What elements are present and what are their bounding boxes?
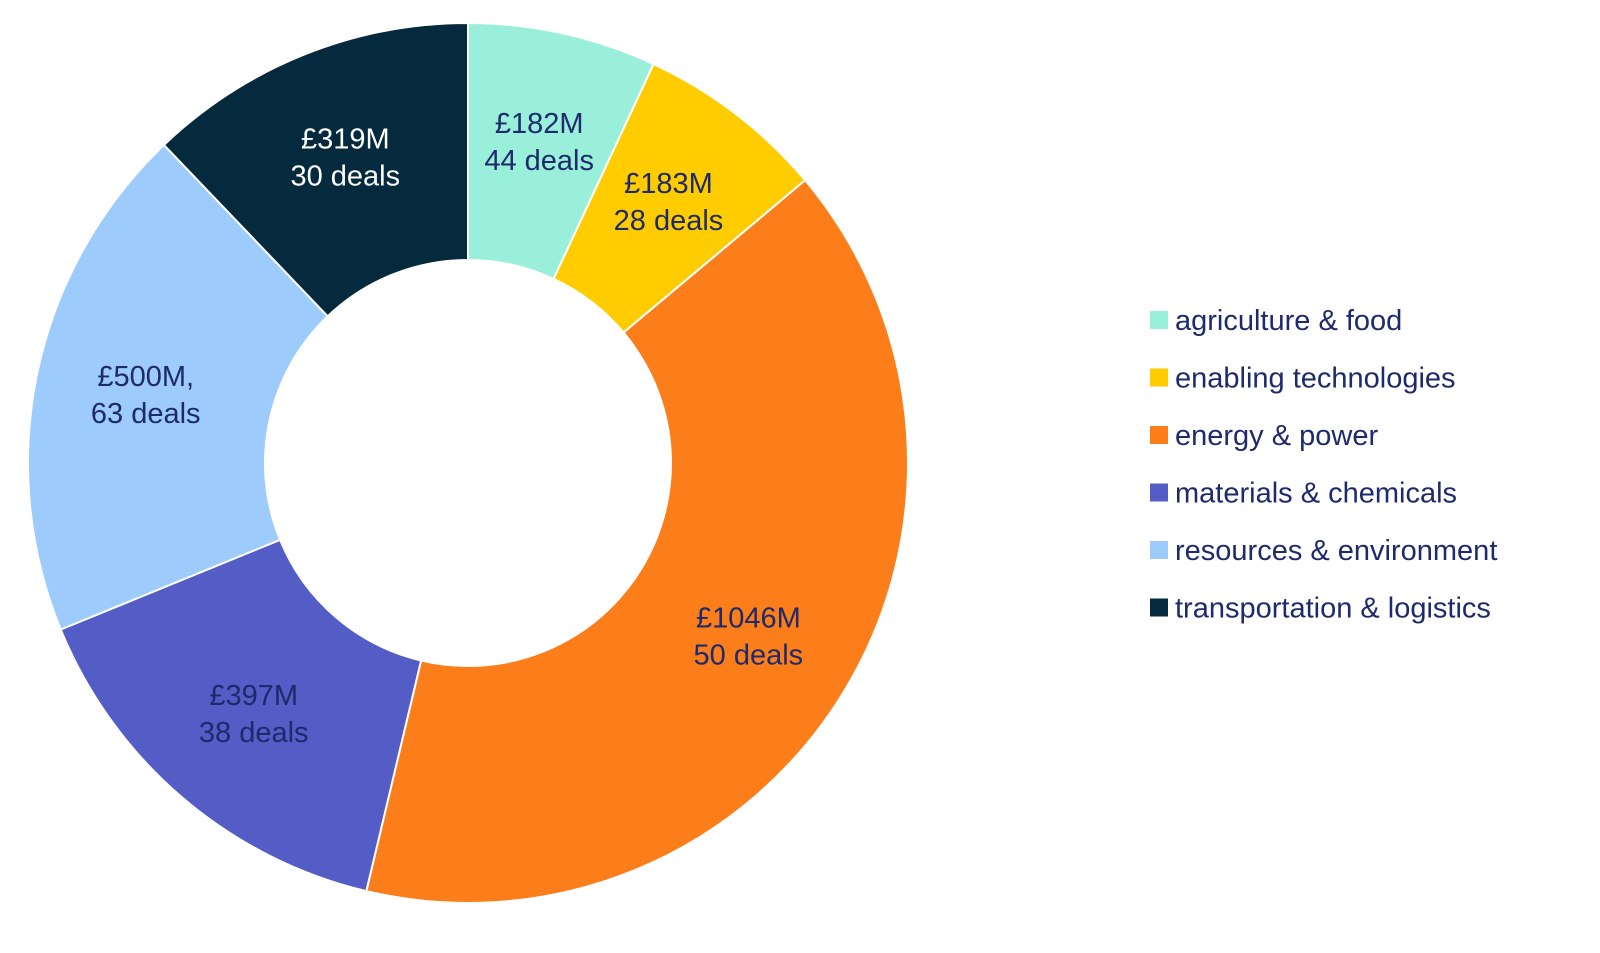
slice-resources-and-environment (27, 143, 330, 631)
slice-value: £1046M (696, 603, 801, 635)
slice-label-energy-and-power: £1046M 50 deals (694, 603, 804, 672)
legend-swatch (1150, 483, 1168, 502)
legend-item-transportation-and-logistics: transportation & logistics (1150, 593, 1491, 625)
slice-materials-and-chemicals (59, 538, 423, 893)
slice-label-agriculture-and-food: £182M 44 deals (484, 108, 594, 177)
slice-value: £397M (209, 680, 298, 712)
legend-label: resources & environment (1175, 535, 1497, 567)
slice-deals: 38 deals (199, 717, 309, 749)
slice-labels: £182M 44 deals £183M 28 deals £1046M 50 deals… (91, 108, 803, 749)
legend-label: transportation & logistics (1175, 593, 1491, 625)
legend-swatch (1150, 541, 1168, 559)
legend-label: materials & chemicals (1175, 478, 1457, 510)
slice-energy-and-power (365, 178, 909, 904)
slice-label-enabling-technologies: £183M 28 deals (614, 168, 724, 237)
legend-item-agriculture-and-food: agriculture & food (1150, 305, 1402, 337)
legend-swatch (1150, 598, 1168, 617)
slice-value: £182M (495, 108, 584, 140)
slice-deals: 63 deals (91, 398, 201, 430)
slice-label-materials-and-chemicals: £397M 38 deals (199, 680, 309, 749)
slice-deals: 50 deals (694, 640, 804, 672)
donut-slices (27, 21, 909, 904)
legend-swatch (1150, 426, 1168, 444)
slice-deals: 28 deals (614, 205, 724, 237)
legend-label: enabling technologies (1175, 363, 1456, 395)
slice-deals: 44 deals (484, 145, 594, 177)
chart-legend: agriculture & food enabling technologies e… (1150, 305, 1497, 625)
legend-item-materials-and-chemicals: materials & chemicals (1150, 478, 1457, 510)
legend-item-enabling-technologies: enabling technologies (1150, 363, 1456, 395)
legend-item-resources-and-environment: resources & environment (1150, 535, 1497, 567)
legend-item-energy-and-power: energy & power (1150, 420, 1378, 452)
slice-value: £183M (624, 168, 713, 200)
slice-label-transportation-and-logistics: £319M 30 deals (290, 124, 400, 193)
slice-label-resources-and-environment: £500M, 63 deals (91, 361, 201, 430)
legend-swatch (1150, 311, 1168, 329)
legend-label: energy & power (1175, 420, 1378, 452)
slice-transportation-and-logistics (162, 21, 469, 318)
slice-value: £500M, (97, 361, 194, 393)
slice-value: £319M (301, 124, 390, 156)
legend-swatch (1150, 368, 1168, 387)
slice-deals: 30 deals (290, 161, 400, 193)
legend-label: agriculture & food (1175, 305, 1402, 337)
